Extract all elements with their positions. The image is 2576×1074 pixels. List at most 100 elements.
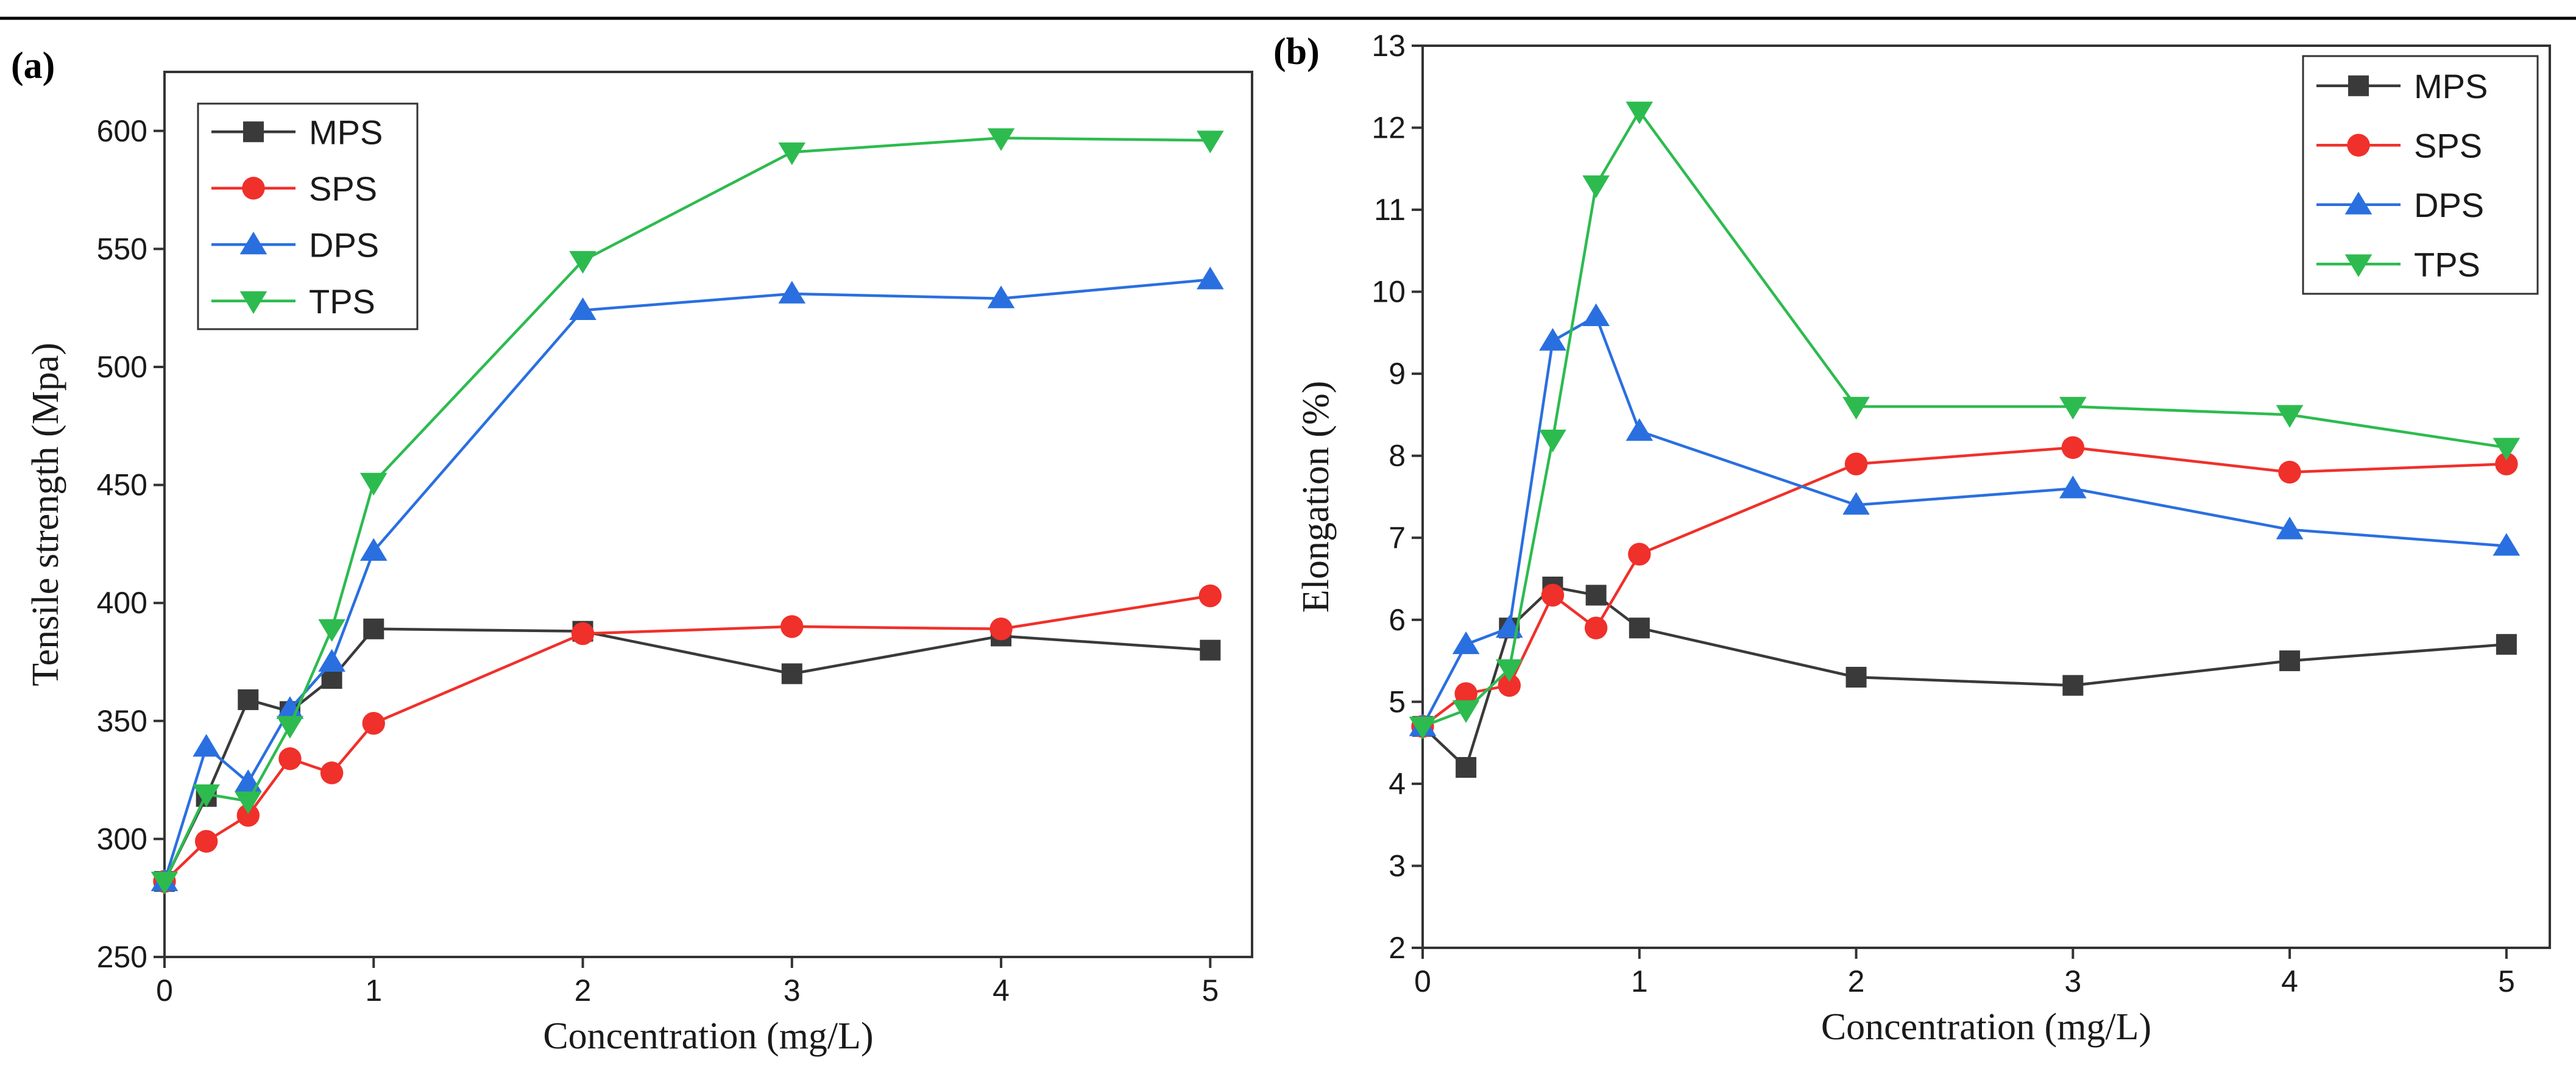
data-point-dps [1539,328,1566,351]
data-point-dps [987,285,1015,308]
data-point-dps [1626,418,1654,441]
data-point-tps [193,784,220,808]
data-point-tps [318,619,345,642]
x-tick-label: 4 [993,973,1010,1008]
x-tick-label: 1 [365,973,382,1008]
data-point-sps [362,711,385,735]
plot-frame [163,71,1253,958]
legend-label-sps: SPS [309,169,377,208]
chart-panel-a: (a) 0 1 2 3 4 5 250 300 350 400 450 500 550 600 Concent… [11,45,1253,1057]
series-tps [150,128,1224,895]
data-point-mps [781,663,802,685]
x-tick-label: 2 [1848,964,1865,998]
data-point-tps [1409,716,1437,739]
y-axis-title: Elongation (%) [1295,381,1337,613]
y-tick-label: 6 [1389,603,1406,637]
data-point-tps [569,251,596,274]
y-tick-label: 13 [1371,29,1406,63]
data-point-sps [1628,542,1651,566]
data-point-dps [2276,516,2304,539]
series-line-dps [163,278,1211,882]
data-point-sps [1454,682,1477,705]
x-tick-label: 4 [2281,964,2298,998]
data-point-sps [571,622,595,645]
data-point-sps [2061,436,2085,459]
data-point-sps [780,615,804,638]
chart-panels: (a)0 1 2 3 4 5250300350400450500550600Concent… [11,29,2551,1057]
panel-label: (a) [11,45,55,87]
data-point-mps [1585,585,1607,606]
series-line-mps [1421,585,2507,769]
y-tick-label: 3 [1389,848,1406,883]
series-tps [1409,101,2521,739]
legend-marker-dps [2344,191,2373,215]
data-point-sps [2278,460,2301,484]
data-point-sps [1541,583,1565,607]
data-point-mps [1845,667,1867,688]
y-tick-label: 4 [1389,767,1406,801]
data-point-tps [359,472,387,496]
y-tick-label: 550 [97,232,147,266]
data-point-mps [1629,617,1650,639]
series-line-sps [163,594,1211,883]
data-point-tps [2276,405,2304,428]
x-tick-label: 0 [1414,964,1431,998]
y-tick-label: 9 [1389,357,1406,391]
data-point-sps [989,617,1013,641]
y-tick-label: 300 [97,822,147,856]
x-tick-label: 5 [2498,964,2515,998]
data-point-mps [2279,650,2301,672]
legend-label-dps: DPS [2414,186,2484,224]
data-point-tps [1452,700,1480,724]
y-tick-label: 8 [1389,439,1406,473]
data-point-sps [194,830,218,853]
data-point-mps [1456,757,1477,778]
legend-label-mps: MPS [309,113,383,151]
legend-marker-sps [242,177,265,200]
data-point-tps [1582,175,1610,198]
legend-marker-dps [239,232,267,255]
series-line-mps [163,627,1211,883]
y-tick-label: 400 [97,586,147,620]
data-point-mps [2062,675,2084,696]
series-dps [1409,303,2521,736]
legend-label-dps: DPS [309,226,379,264]
data-point-tps [778,142,806,165]
y-axis-title: Tensile strength (Mpa) [25,343,66,686]
x-axis-title: Concentration (mg/L) [1821,1006,2151,1048]
series-dps [150,266,1224,892]
y-tick-label: 350 [97,704,147,738]
data-point-sps [320,761,344,784]
data-point-tps [2059,397,2087,420]
data-point-dps [2059,475,2087,499]
data-point-mps [1200,639,1221,661]
data-point-dps [1582,303,1610,326]
data-point-sps [2495,452,2518,475]
legend-label-tps: TPS [2414,245,2480,283]
x-tick-label: 1 [1631,964,1648,998]
legend-box [197,102,419,330]
data-point-mps [238,689,259,710]
data-point-mps [2496,634,2517,655]
data-point-sps [1498,674,1521,697]
data-point-dps [359,538,387,561]
x-axis-title: Concentration (mg/L) [543,1015,873,1057]
data-point-dps [2493,533,2521,556]
x-tick-label: 3 [784,973,801,1008]
series-line-dps [1421,315,2507,727]
legend: MPS SPS DPS TPS [2302,55,2539,295]
y-tick-label: 600 [97,114,147,148]
y-tick-label: 7 [1389,521,1406,555]
y-tick-label: 250 [97,940,147,974]
data-point-tps [150,872,179,895]
data-point-tps [1539,429,1566,453]
data-point-tps [276,716,304,739]
data-point-dps [1197,266,1224,290]
legend-marker-tps [239,291,267,314]
data-point-dps [569,297,596,321]
data-point-mps [363,618,384,639]
y-tick-label: 500 [97,350,147,384]
data-point-dps [778,280,806,304]
